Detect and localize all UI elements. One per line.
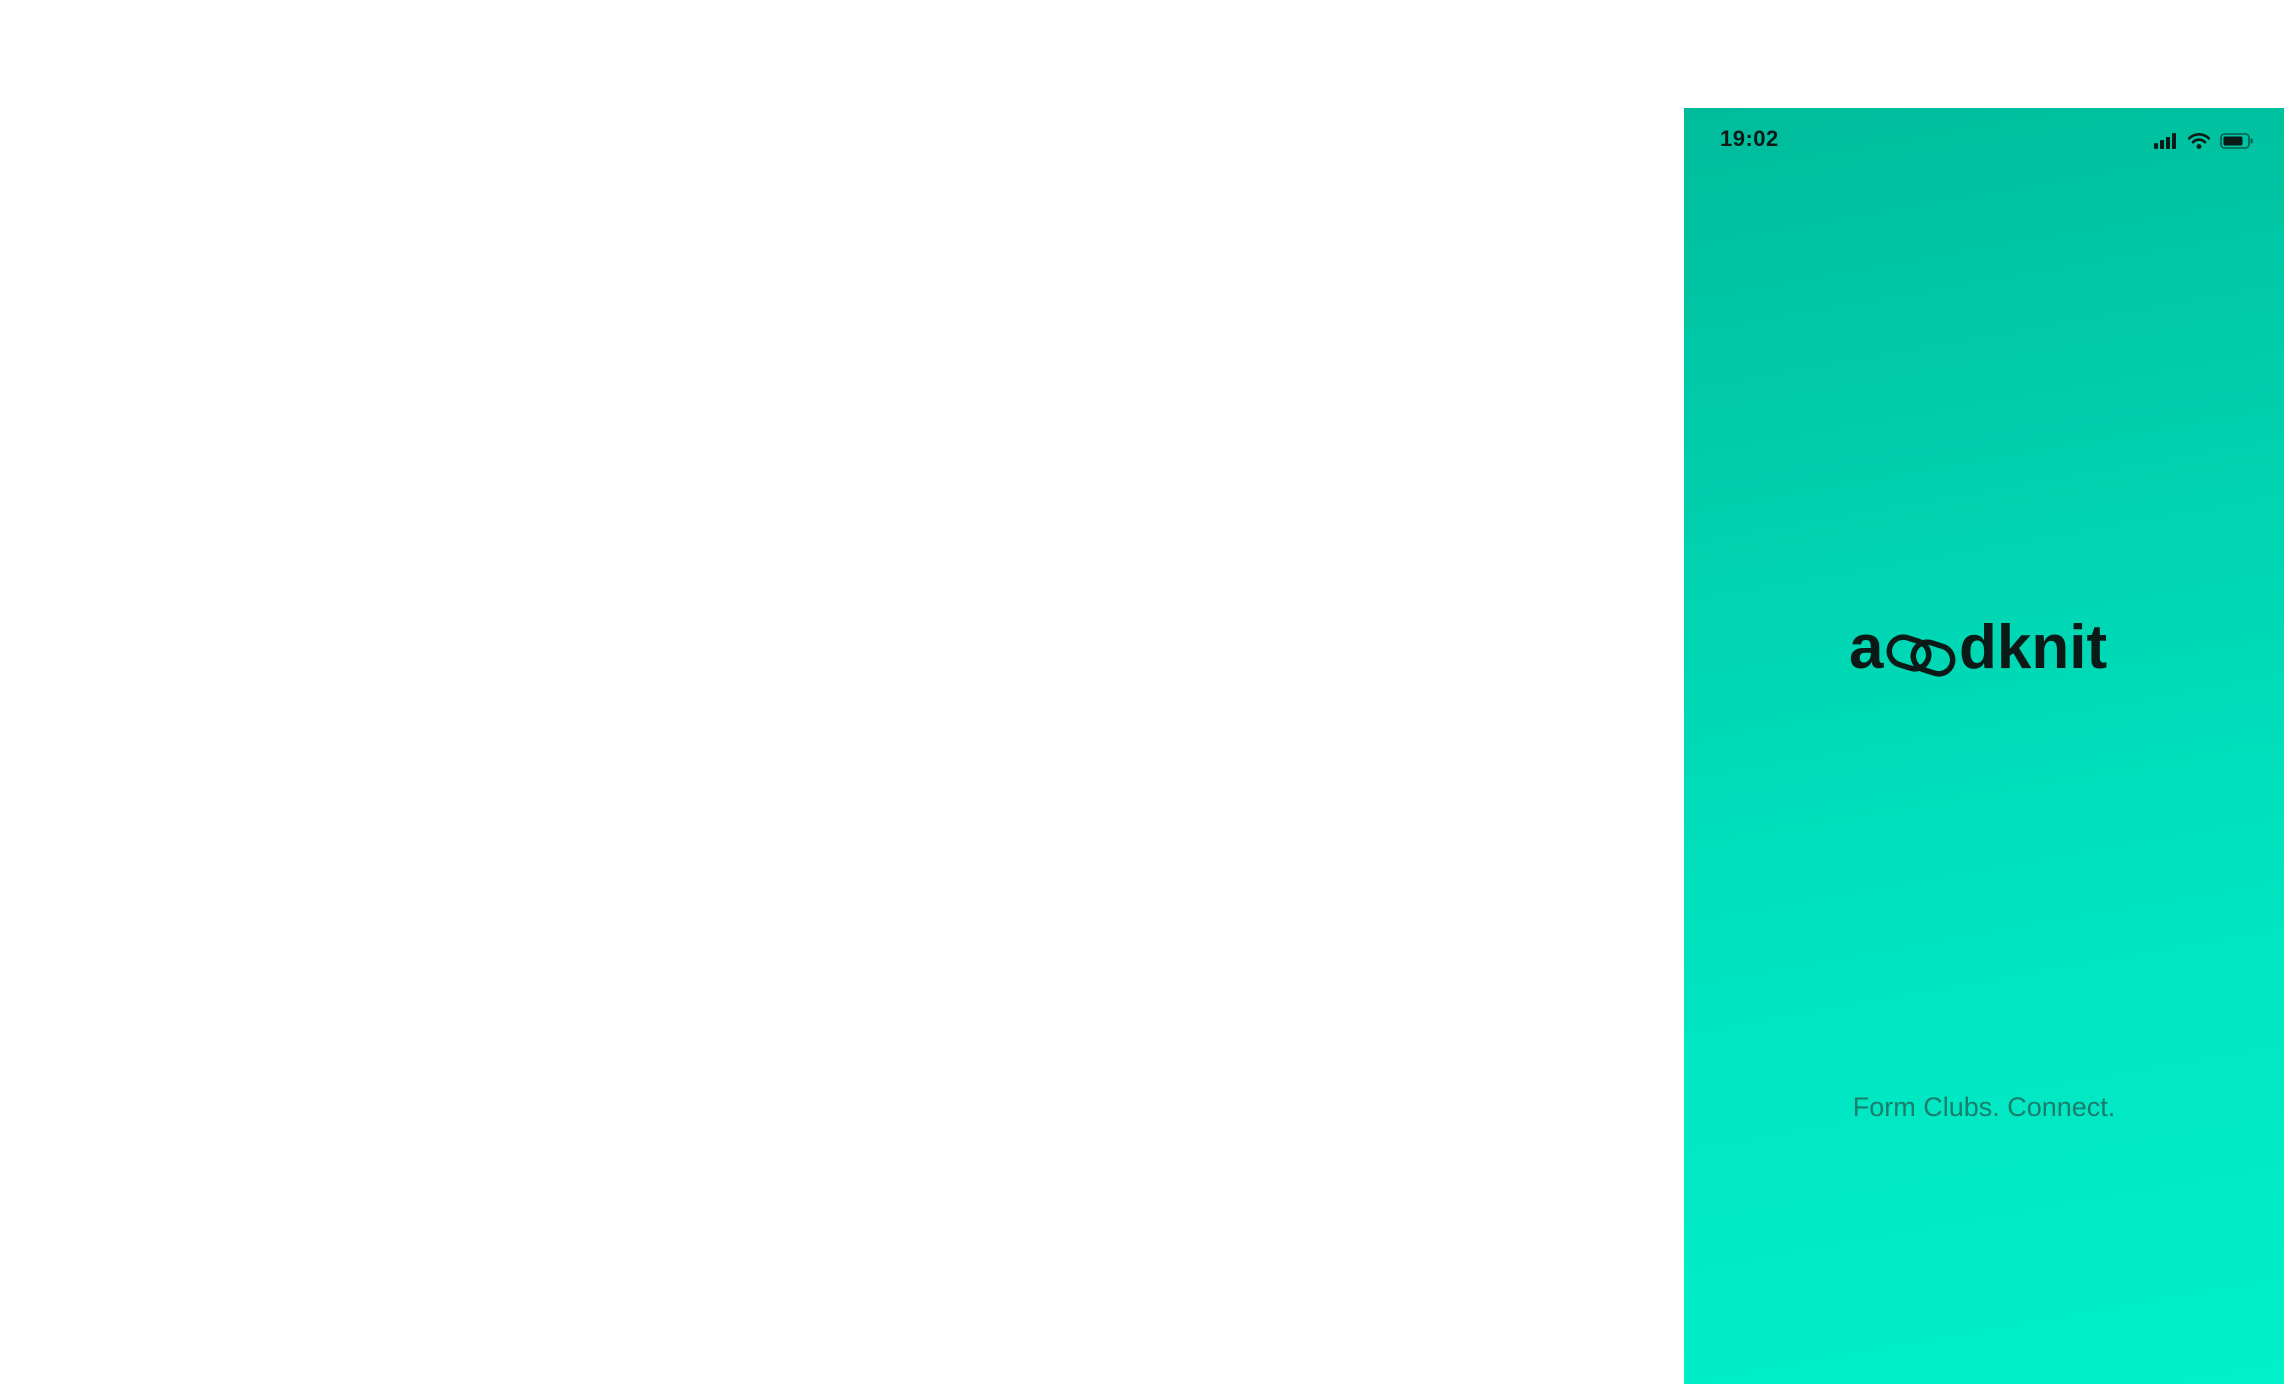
svg-text:a: a: [1849, 618, 1884, 682]
status-icons: [2154, 130, 2254, 152]
splash-screen: 19:02: [1684, 108, 2284, 1384]
status-time: 19:02: [1720, 126, 1779, 151]
status-bar: 19:02: [1684, 108, 2284, 172]
app-logo-mark: a dknit: [1849, 618, 2107, 682]
tagline: Form Clubs. Connect.: [1852, 1092, 2116, 1122]
svg-text:dknit: dknit: [1959, 618, 2107, 682]
battery-icon: [2220, 133, 2254, 149]
cellular-signal-icon: [2154, 133, 2178, 149]
wifi-icon: [2188, 133, 2210, 149]
app-logo: a dknit: [1684, 608, 2284, 698]
